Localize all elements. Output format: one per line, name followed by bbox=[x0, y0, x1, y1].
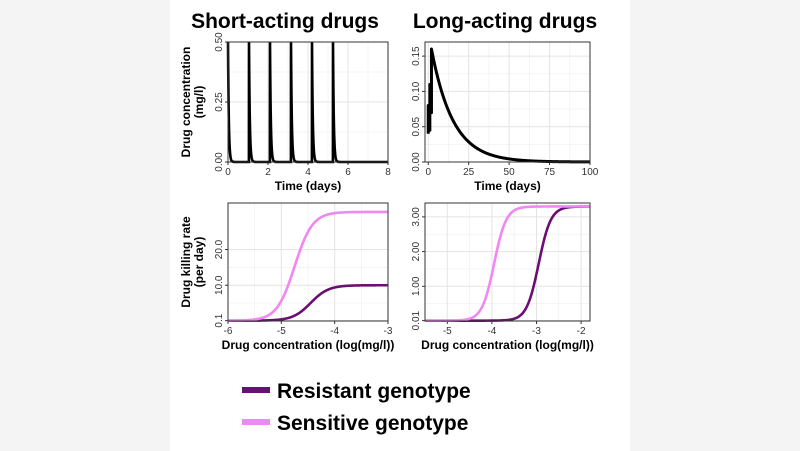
title-short-acting: Short-acting drugs bbox=[191, 10, 379, 33]
x-tick-label: 8 bbox=[385, 167, 391, 178]
panel-long-concentration: 0 25 50 75 100 0.00 0.05 0.10 0.15 Time (days) bbox=[411, 41, 599, 193]
y-tick-label: 0.25 bbox=[214, 92, 225, 112]
y-tick-label: 0.1 bbox=[214, 313, 225, 327]
x-tick-label: -3 bbox=[532, 326, 541, 337]
y-tick-label: 0.05 bbox=[411, 117, 422, 137]
x-tick-label: -6 bbox=[224, 326, 233, 337]
y-tick-label: 10.0 bbox=[214, 275, 225, 295]
figure: Short-acting drugs Long-acting drugs 0 2 4… bbox=[170, 0, 630, 451]
plot-background bbox=[425, 203, 590, 321]
x-tick-label: 2 bbox=[265, 167, 271, 178]
title-long-acting: Long-acting drugs bbox=[413, 10, 597, 33]
x-axis-title: Drug concentration (log(mg/l)) bbox=[421, 338, 594, 352]
x-tick-label: -2 bbox=[577, 326, 586, 337]
y-axis-title-line: (per day) bbox=[192, 237, 206, 288]
figure-canvas: Short-acting drugs Long-acting drugs 0 2 4… bbox=[179, 10, 599, 435]
x-tick-label: 0 bbox=[425, 167, 431, 178]
legend-label-sensitive: Sensitive genotype bbox=[277, 412, 468, 435]
x-tick-label: -3 bbox=[384, 326, 393, 337]
panel-short-killing: -6 -5 -4 -3 0.1 10.0 20.0 Drug concentration (l… bbox=[179, 202, 395, 352]
panel-long-killing: -5 -4 -3 -2 0.01 1.00 2.00 3.00 Drug concentrati… bbox=[411, 202, 594, 352]
x-tick-label: -5 bbox=[443, 326, 452, 337]
plot-background bbox=[425, 42, 590, 162]
y-axis-title: Drug killing rate(per day) bbox=[179, 216, 206, 308]
series-line-sensitive bbox=[228, 210, 388, 322]
x-tick-label: 6 bbox=[345, 167, 351, 178]
y-axis-title: Drug concentration(mg/l) bbox=[179, 47, 206, 158]
y-tick-label: 0.50 bbox=[214, 32, 225, 52]
plot-frame bbox=[227, 202, 389, 322]
x-tick-label: 0 bbox=[225, 167, 231, 178]
x-tick-label: -4 bbox=[330, 326, 339, 337]
plot-frame bbox=[227, 41, 389, 163]
panel-short-concentration: 0 2 4 6 8 0.00 0.25 0.50 Time (days) Drug concent… bbox=[179, 32, 391, 193]
x-tick-label: -5 bbox=[277, 326, 286, 337]
x-tick-label: 100 bbox=[582, 167, 599, 178]
x-tick-label: -4 bbox=[487, 326, 496, 337]
y-tick-label: 0.10 bbox=[411, 81, 422, 101]
x-tick-label: 25 bbox=[463, 167, 475, 178]
legend: Resistant genotype Sensitive genotype bbox=[242, 380, 471, 435]
x-axis-title: Drug concentration (log(mg/l)) bbox=[222, 338, 395, 352]
y-tick-label: 0.00 bbox=[411, 152, 422, 172]
y-tick-label: 0.15 bbox=[411, 46, 422, 66]
y-tick-label: 3.00 bbox=[411, 207, 422, 227]
y-tick-label: 1.00 bbox=[411, 276, 422, 296]
x-axis-title: Time (days) bbox=[275, 179, 341, 193]
y-tick-label: 2.00 bbox=[411, 241, 422, 261]
y-tick-label: 20.0 bbox=[214, 239, 225, 259]
plot-frame bbox=[424, 41, 591, 163]
x-tick-label: 4 bbox=[305, 167, 311, 178]
y-axis-title-line: (mg/l) bbox=[192, 86, 206, 119]
y-tick-label: 0.00 bbox=[214, 152, 225, 172]
x-tick-label: 75 bbox=[544, 167, 556, 178]
legend-label-resistant: Resistant genotype bbox=[277, 380, 471, 403]
y-axis-title-line: Drug killing rate bbox=[179, 216, 193, 308]
left-margin-panel bbox=[0, 0, 170, 451]
y-axis-title-line: Drug concentration bbox=[179, 47, 193, 158]
x-axis-title: Time (days) bbox=[474, 179, 540, 193]
plot-frame bbox=[424, 202, 591, 322]
y-tick-label: 0.01 bbox=[411, 310, 422, 330]
right-margin-panel bbox=[630, 0, 800, 451]
x-tick-label: 50 bbox=[504, 167, 516, 178]
